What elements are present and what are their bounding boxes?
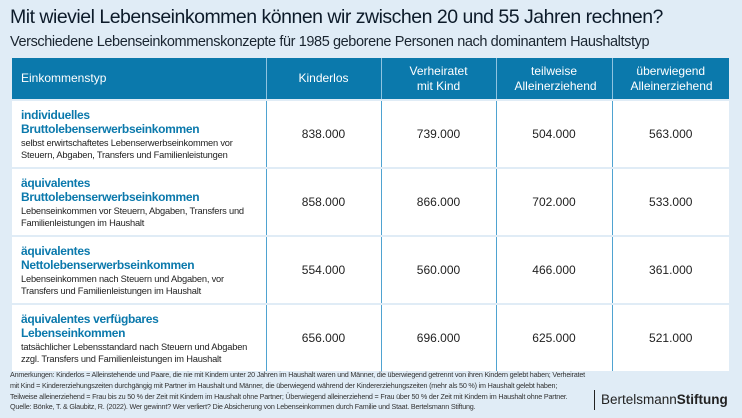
value-cell: 656.000	[265, 303, 381, 371]
value-cell: 560.000	[380, 235, 496, 304]
value-cell: 521.000	[611, 303, 729, 371]
table-row: äquivalentes Nettolebenserwerbseinkommen…	[12, 235, 729, 304]
value-cell: 533.000	[611, 167, 729, 236]
value-cell: 858.000	[265, 167, 381, 236]
bertelsmann-logo: BertelsmannStiftung	[594, 390, 728, 410]
logo-part1: Bertelsmann	[601, 392, 677, 407]
row-description: Lebenseinkommen nach Steuern und Abgaben…	[21, 273, 224, 296]
page-subtitle: Verschiedene Lebenseinkommenskonzepte fü…	[10, 34, 650, 50]
header-ueberwiegend: überwiegend Alleinerziehend	[611, 58, 729, 100]
row-label: äquivalentes Bruttolebenserwerbseinkomme…	[12, 167, 266, 236]
row-label: äquivalentes Nettolebenserwerbseinkommen…	[12, 235, 266, 304]
table-row: äquivalentes Bruttolebenserwerbseinkomme…	[12, 167, 729, 236]
header-teilweise: teilweise Alleinerziehend	[495, 58, 612, 100]
row-name: äquivalentes Bruttolebenserwerbseinkomme…	[21, 175, 200, 204]
table-row: äquivalentes verfügbares Lebenseinkommen…	[12, 303, 729, 371]
value-cell: 504.000	[495, 99, 612, 168]
row-name: äquivalentes Nettolebenserwerbseinkommen	[21, 243, 195, 272]
row-description: Lebenseinkommen vor Steuern, Abgaben, Tr…	[21, 205, 244, 228]
row-name: äquivalentes verfügbares Lebenseinkommen	[21, 311, 159, 340]
income-table: Einkommenstyp Kinderlos Verheiratet mit …	[12, 58, 729, 371]
value-cell: 466.000	[495, 235, 612, 304]
row-label: äquivalentes verfügbares Lebenseinkommen…	[12, 303, 266, 371]
footnotes: Anmerkungen: Kinderlos = Alleinstehende …	[10, 370, 585, 412]
value-cell: 554.000	[265, 235, 381, 304]
row-name: individuelles Bruttolebenserwerbseinkomm…	[21, 107, 200, 136]
table-header-row: Einkommenstyp Kinderlos Verheiratet mit …	[12, 58, 729, 100]
value-cell: 866.000	[380, 167, 496, 236]
row-label: individuelles Bruttolebenserwerbseinkomm…	[12, 99, 266, 168]
header-einkommenstyp: Einkommenstyp	[12, 58, 266, 100]
value-cell: 563.000	[611, 99, 729, 168]
value-cell: 361.000	[611, 235, 729, 304]
header-kinderlos: Kinderlos	[265, 58, 381, 100]
row-description: tatsächlicher Lebensstandard nach Steuer…	[21, 341, 248, 364]
value-cell: 739.000	[380, 99, 496, 168]
logo-part2: Stiftung	[676, 392, 728, 407]
value-cell: 702.000	[495, 167, 612, 236]
value-cell: 696.000	[380, 303, 496, 371]
value-cell: 838.000	[265, 99, 381, 168]
header-verheiratet: Verheiratet mit Kind	[380, 58, 496, 100]
table-row: individuelles Bruttolebenserwerbseinkomm…	[12, 99, 729, 168]
value-cell: 625.000	[495, 303, 612, 371]
row-description: selbst erwirtschaftetes Lebenserwerbsein…	[21, 137, 233, 160]
page-title: Mit wieviel Lebenseinkommen können wir z…	[10, 6, 663, 28]
